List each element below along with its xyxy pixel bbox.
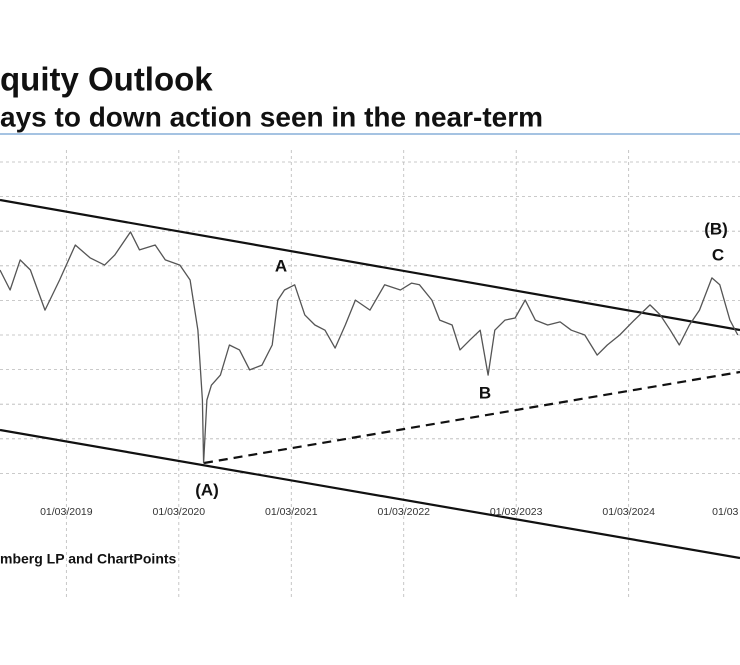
- wave-label: B: [479, 383, 491, 402]
- source-note: mberg LP and ChartPoints: [0, 551, 177, 567]
- wave-label: A: [275, 256, 287, 275]
- wave-label: C: [712, 245, 724, 264]
- trend-line-lower: [0, 428, 740, 560]
- x-tick-label: 01/03: [712, 506, 738, 518]
- chart-title: quity Outlook: [0, 61, 213, 98]
- wave-label: (A): [195, 480, 219, 499]
- trend-line-dashed: [203, 370, 740, 465]
- x-tick-label: 01/03/2022: [377, 506, 430, 518]
- x-tick-label: 01/03/2021: [265, 506, 318, 518]
- trend-line-upper: [0, 198, 740, 332]
- price-line: [0, 231, 739, 464]
- x-tick-label: 01/03/2020: [153, 506, 206, 518]
- wave-label: (B): [704, 219, 728, 238]
- x-tick-label: 01/03/2019: [40, 506, 93, 518]
- chart-subtitle: ays to down action seen in the near-term: [0, 101, 543, 132]
- x-tick-label: 01/03/2024: [602, 506, 655, 518]
- x-tick-label: 01/03/2023: [490, 506, 543, 518]
